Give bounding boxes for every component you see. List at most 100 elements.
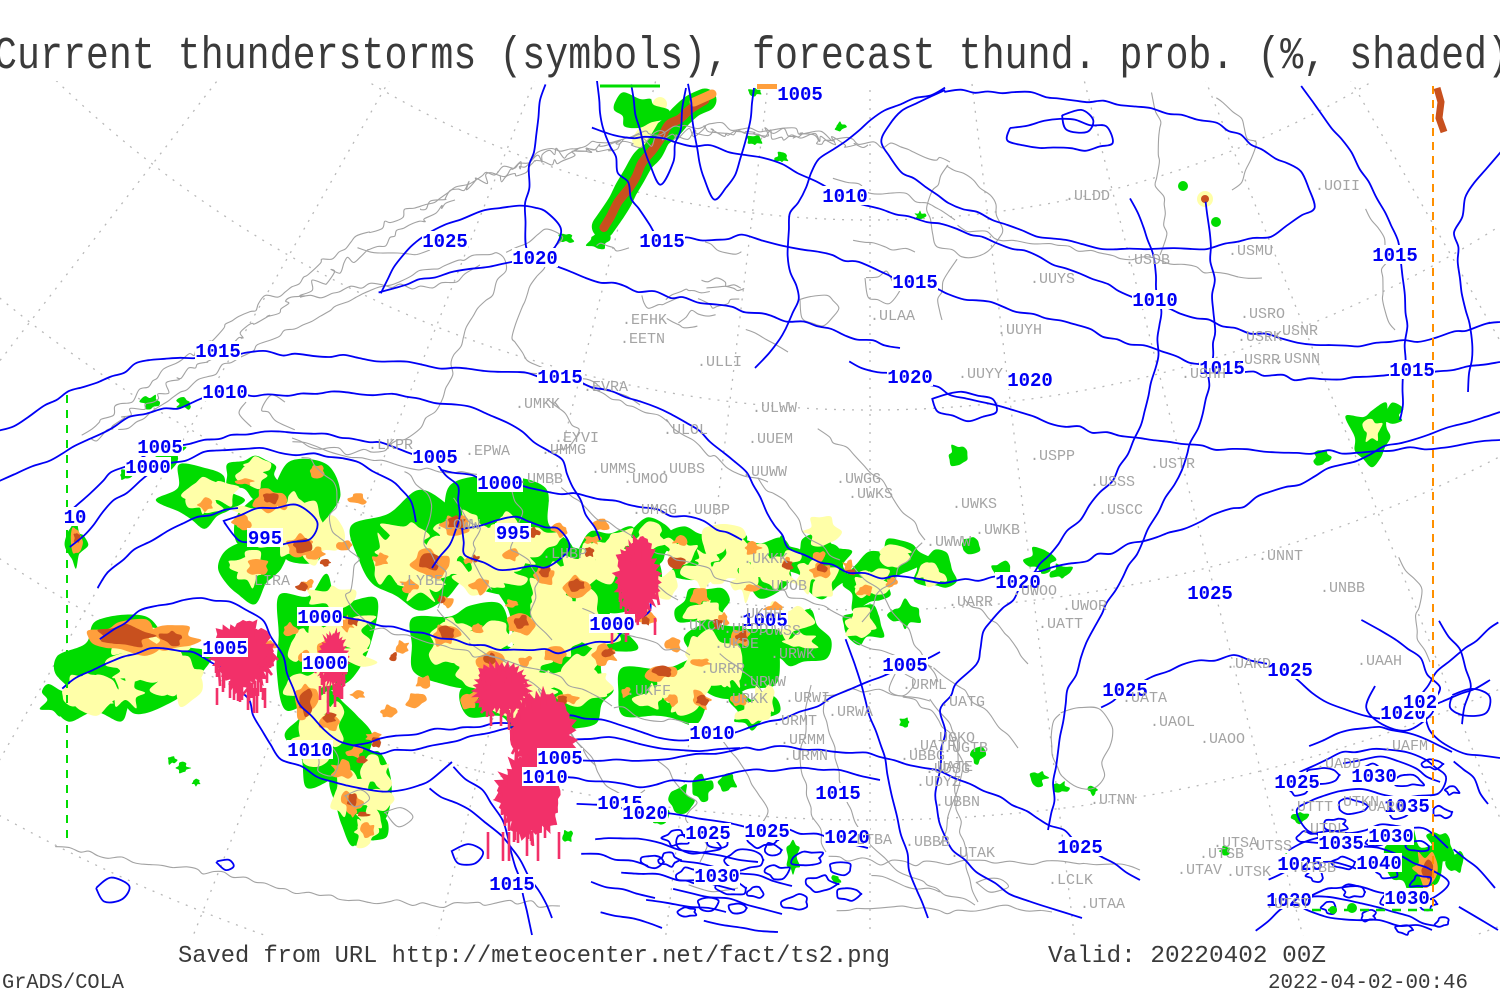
svg-text:1025: 1025	[1187, 583, 1233, 605]
svg-text:1000: 1000	[477, 473, 523, 495]
svg-text:1005: 1005	[742, 610, 788, 632]
svg-text:995: 995	[248, 528, 282, 550]
svg-text:.USTR: .USTR	[1150, 456, 1195, 473]
svg-text:.USNR: .USNR	[1273, 323, 1318, 340]
svg-text:1015: 1015	[489, 874, 535, 896]
svg-text:.ULAA: .ULAA	[870, 308, 915, 325]
svg-text:.UWGG: .UWGG	[836, 471, 881, 488]
svg-text:.USRK: .USRK	[1237, 329, 1282, 346]
svg-text:.USRR: .USRR	[1235, 352, 1280, 369]
svg-text:.UWOO: .UWOO	[1012, 583, 1057, 600]
svg-text:.ULLI: .ULLI	[697, 354, 742, 371]
svg-text:.UWOR: .UWOR	[1062, 598, 1107, 615]
svg-text:.EFHK: .EFHK	[622, 312, 667, 329]
svg-text:1020: 1020	[512, 248, 558, 270]
svg-text:.UKCW: .UKCW	[680, 618, 725, 635]
svg-text:.URWW: .URWW	[741, 674, 786, 691]
svg-text:.UTKN: .UTKN	[1334, 794, 1379, 811]
svg-text:.UTAV: .UTAV	[1177, 862, 1222, 879]
svg-text:Saved from URL http://meteocen: Saved from URL http://meteocenter.net/fa…	[178, 943, 890, 970]
svg-text:.UMKK: .UMKK	[515, 396, 560, 413]
svg-text:.UTSB: .UTSB	[1199, 846, 1244, 863]
svg-text:1015: 1015	[1372, 245, 1418, 267]
svg-text:1030: 1030	[694, 866, 740, 888]
svg-text:.UKDE: .UKDE	[714, 636, 759, 653]
svg-text:1025: 1025	[1274, 772, 1320, 794]
svg-text:.EYVI: .EYVI	[554, 430, 599, 447]
svg-text:1030: 1030	[1384, 888, 1430, 910]
svg-text:1015: 1015	[815, 783, 861, 805]
svg-text:.UDYZ: .UDYZ	[916, 774, 961, 791]
svg-text:.URWI: .URWI	[785, 690, 830, 707]
svg-text:.UBBB: .UBBB	[905, 834, 950, 851]
svg-text:.UUBP: .UUBP	[685, 502, 730, 519]
svg-text:1010: 1010	[822, 186, 868, 208]
svg-text:.URRR: .URRR	[700, 661, 745, 678]
svg-text:.USDB: .USDB	[1125, 252, 1170, 269]
svg-text:.URMT: .URMT	[772, 713, 817, 730]
svg-text:.UMMS: .UMMS	[591, 461, 636, 478]
svg-text:1030: 1030	[1368, 826, 1414, 848]
svg-text:.USCC: .USCC	[1098, 502, 1143, 519]
svg-text:.URWK: .URWK	[770, 646, 815, 663]
svg-text:.URMM: .URMM	[780, 732, 825, 749]
svg-text:.ULWW: .ULWW	[752, 400, 797, 417]
svg-text:.UAFM: .UAFM	[1383, 738, 1428, 755]
svg-text:.ULOL: .ULOL	[663, 422, 708, 439]
svg-text:.USRO: .USRO	[1240, 306, 1285, 323]
svg-text:.LCLK: .LCLK	[1048, 872, 1093, 889]
svg-text:.UUYY: .UUYY	[958, 366, 1003, 383]
svg-text:1005: 1005	[882, 655, 928, 677]
svg-text:1010: 1010	[522, 767, 568, 789]
svg-text:.UUOB: .UUOB	[762, 578, 807, 595]
svg-text:.UTAK: .UTAK	[950, 845, 995, 862]
svg-text:.UWKS: .UWKS	[952, 496, 997, 513]
svg-text:.UUYS: .UUYS	[1030, 271, 1075, 288]
svg-text:.UAOO: .UAOO	[1200, 731, 1245, 748]
svg-text:1005: 1005	[777, 84, 823, 106]
svg-text:.UWSS: .UWSS	[756, 623, 801, 640]
svg-text:1030: 1030	[1351, 766, 1397, 788]
svg-text:.EPWA: .EPWA	[465, 443, 510, 460]
svg-text:1020: 1020	[887, 367, 933, 389]
svg-text:.UATF: .UATF	[911, 738, 956, 755]
svg-text:.UATE: .UATE	[928, 759, 973, 776]
svg-text:.UUWW: .UUWW	[742, 464, 787, 481]
svg-text:.UTDL: .UTDL	[1301, 821, 1346, 838]
svg-text:.UTNN: .UTNN	[1090, 792, 1135, 809]
svg-text:.URWA: .URWA	[828, 704, 873, 721]
svg-text:1015: 1015	[537, 367, 583, 389]
svg-text:102: 102	[1403, 692, 1437, 714]
svg-text:1000: 1000	[297, 607, 343, 629]
svg-text:.UTTT: .UTTT	[1288, 799, 1333, 816]
svg-text:.URML: .URML	[902, 677, 947, 694]
svg-text:GrADS/COLA: GrADS/COLA	[2, 972, 124, 995]
svg-text:.ULDD: .ULDD	[1065, 188, 1110, 205]
svg-text:1025: 1025	[422, 231, 468, 253]
svg-text:.UDSG: .UDSG	[925, 761, 970, 778]
svg-text:1010: 1010	[287, 740, 333, 762]
svg-text:1015: 1015	[639, 231, 685, 253]
svg-text:1015: 1015	[1199, 358, 1245, 380]
svg-text:.UTSK: .UTSK	[1226, 864, 1271, 881]
svg-text:.UTAA: .UTAA	[1080, 896, 1125, 913]
svg-text:.LOWW: .LOWW	[435, 517, 480, 534]
svg-text:.USSS: .USSS	[1090, 474, 1135, 491]
svg-text:.UTST: .UTST	[1265, 896, 1310, 913]
svg-text:.UUEM: .UUEM	[748, 431, 793, 448]
svg-text:.UKFF: .UKFF	[626, 683, 671, 700]
svg-text:.UAKD: .UAKD	[1226, 656, 1271, 673]
svg-text:1020: 1020	[995, 572, 1041, 594]
svg-text:.UNBB: .UNBB	[1320, 580, 1365, 597]
svg-text:.USPP: .USPP	[1030, 448, 1075, 465]
svg-text:1035: 1035	[1318, 833, 1364, 855]
svg-text:1020: 1020	[1007, 370, 1053, 392]
svg-text:1010: 1010	[1132, 290, 1178, 312]
svg-text:Valid: 20220402 00Z: Valid: 20220402 00Z	[1048, 943, 1326, 970]
svg-text:1005: 1005	[412, 447, 458, 469]
svg-text:LIRA: LIRA	[254, 573, 290, 590]
svg-text:.UWWW: .UWWW	[926, 534, 971, 551]
svg-text:.UAAH: .UAAH	[1357, 653, 1402, 670]
svg-text:.UATG: .UATG	[940, 694, 985, 711]
svg-text:.UGKO: .UGKO	[930, 730, 975, 747]
